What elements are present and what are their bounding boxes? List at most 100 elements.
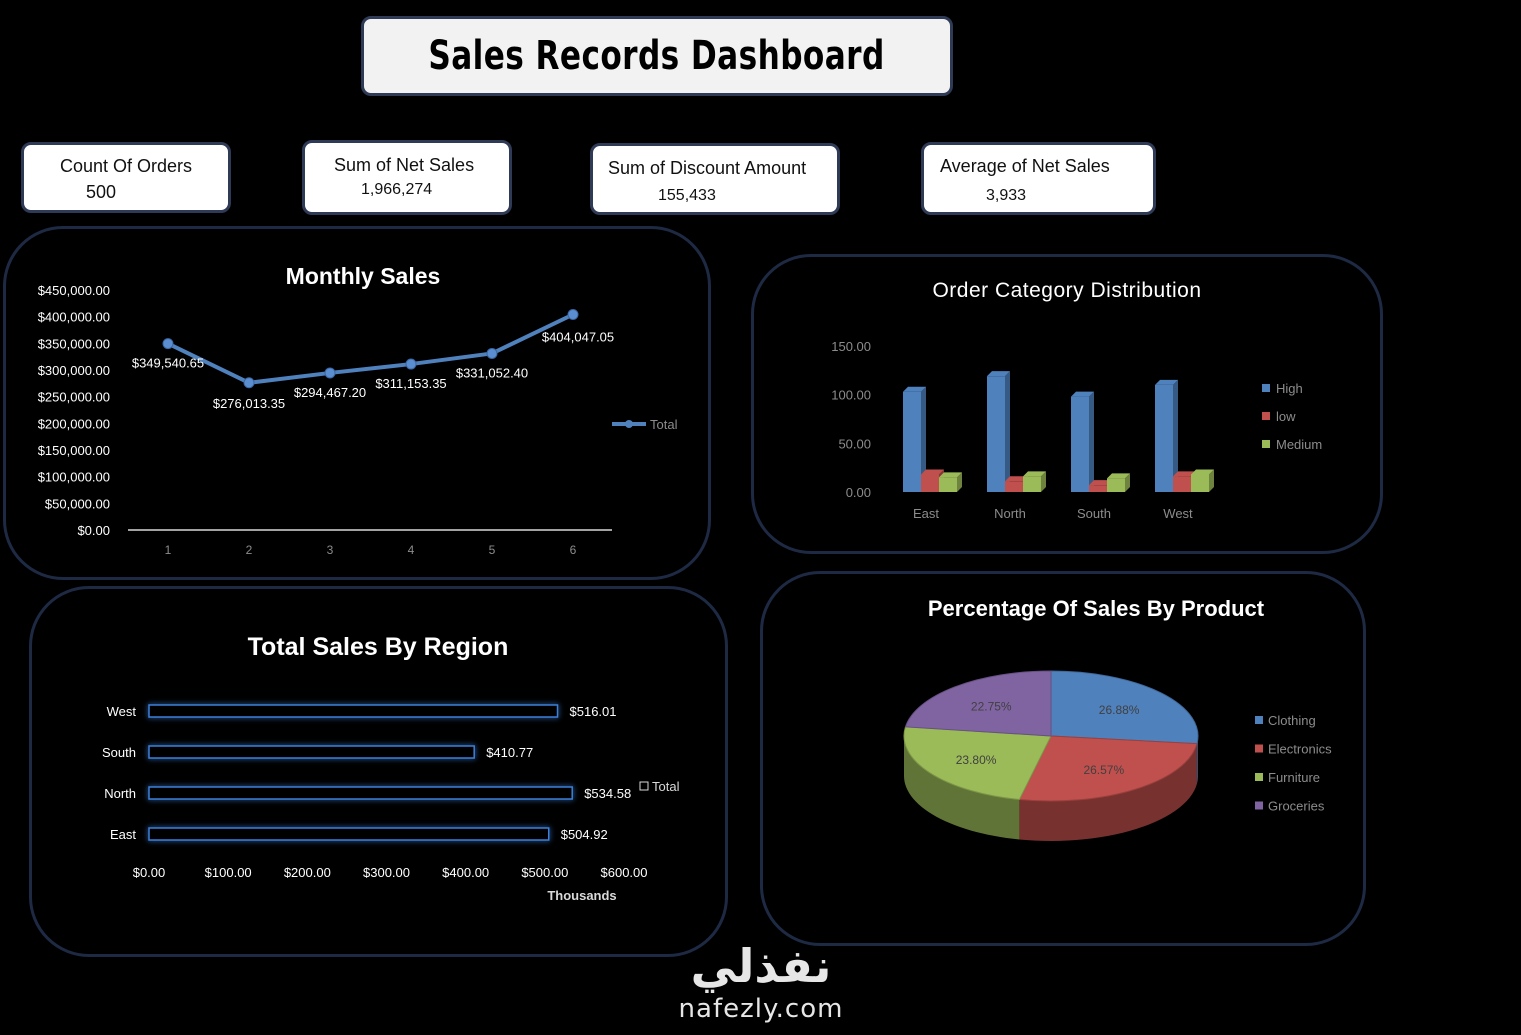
pie-data-label: 22.75% xyxy=(971,700,1012,714)
bar-top xyxy=(1191,469,1214,475)
y-tick-label: $100,000.00 xyxy=(38,470,110,485)
bar-top xyxy=(921,469,944,475)
dashboard-title: Sales Records Dashboard xyxy=(428,33,886,79)
data-label: $276,013.35 xyxy=(213,396,285,411)
watermark-latin-text: nafezly.com xyxy=(678,994,844,1024)
legend-label: Medium xyxy=(1276,437,1322,452)
bar-high-west xyxy=(1155,379,1178,492)
bar-front xyxy=(1023,476,1041,492)
x-tick-label: $400.00 xyxy=(442,865,489,880)
bar-medium-west xyxy=(1191,469,1214,492)
y-tick-label: $50,000.00 xyxy=(45,496,110,511)
y-tick-label: 50.00 xyxy=(838,436,871,451)
bar-front xyxy=(1173,476,1191,492)
x-tick-label: South xyxy=(1077,506,1111,521)
y-tick-label: $200,000.00 xyxy=(38,416,110,431)
pie-data-label: 23.80% xyxy=(956,753,997,767)
bar-front xyxy=(903,391,921,492)
x-tick-label: 2 xyxy=(246,543,253,557)
legend-label: Total xyxy=(650,417,678,432)
legend-swatch xyxy=(1255,744,1263,753)
kpi-label: Sum of Discount Amount xyxy=(608,158,807,178)
y-tick-label: $150,000.00 xyxy=(38,443,110,458)
product-sales-chart: Percentage Of Sales By Product 26.88% 26.… xyxy=(903,596,1332,841)
data-label: $516.01 xyxy=(570,704,617,719)
legend-label: Total xyxy=(652,779,680,794)
x-tick-label: East xyxy=(913,506,939,521)
kpi-label: Sum of Net Sales xyxy=(334,155,475,175)
chart-title: Monthly Sales xyxy=(286,263,441,289)
pie-slice-clothing xyxy=(1050,670,1199,745)
legend: Total xyxy=(639,779,680,794)
bar-side xyxy=(1209,469,1214,492)
bar-front xyxy=(1155,384,1173,492)
kpi-value: 155,433 xyxy=(658,187,716,204)
y-tick-label: $300,000.00 xyxy=(38,363,110,378)
bar-side xyxy=(1041,471,1046,492)
x-tick-label: $0.00 xyxy=(133,865,166,880)
y-tick-label: South xyxy=(102,745,136,760)
bar-side xyxy=(1173,379,1178,492)
legend-label: Furniture xyxy=(1268,770,1320,785)
watermark: نفذلي nafezly.com xyxy=(666,938,856,1033)
legend-swatch xyxy=(1255,773,1263,781)
data-point xyxy=(324,367,336,379)
y-tick-label: 100.00 xyxy=(831,388,871,403)
product-sales-panel: Percentage Of Sales By Product 26.88% 26.… xyxy=(760,571,1366,946)
data-label: $410.77 xyxy=(486,745,533,760)
kpi-value: 1,966,274 xyxy=(361,181,433,198)
pie-slice-groceries xyxy=(904,670,1052,737)
y-tick-label: $400,000.00 xyxy=(38,310,110,325)
data-label: $294,467.20 xyxy=(294,385,366,400)
x-tick-label: $200.00 xyxy=(284,865,331,880)
order-category-panel: Order Category Distribution 0.00 50.00 100… xyxy=(751,254,1383,554)
bar-south xyxy=(148,745,475,759)
x-tick-label: 3 xyxy=(327,543,334,557)
y-tick-label: 150.00 xyxy=(831,339,871,354)
data-label: $404,047.05 xyxy=(542,330,614,345)
bar-top xyxy=(1173,471,1196,477)
monthly-sales-chart: Monthly Sales $0.00 $50,000.00 $100,000.00… xyxy=(38,263,678,557)
bar-top xyxy=(1023,471,1046,477)
pie-side-clothing xyxy=(1196,736,1198,784)
kpi-card-sum-of-discount-amount: Sum of Discount Amount 155,433 xyxy=(590,143,840,215)
y-tick-label: North xyxy=(104,786,136,801)
order-category-chart: Order Category Distribution 0.00 50.00 100… xyxy=(831,279,1322,521)
y-tick-label: $250,000.00 xyxy=(38,390,110,405)
bar-front xyxy=(1107,478,1125,492)
y-tick-label: West xyxy=(107,704,137,719)
pie-data-label: 26.88% xyxy=(1099,703,1140,717)
data-point xyxy=(486,347,498,359)
x-tick-label: West xyxy=(1163,506,1193,521)
data-label: $311,153.35 xyxy=(375,376,446,391)
legend-swatch xyxy=(1255,801,1263,810)
dashboard-title-box: Sales Records Dashboard xyxy=(361,16,953,96)
chart-title: Total Sales By Region xyxy=(248,633,509,661)
legend-swatch xyxy=(1262,384,1270,392)
data-label: $349,540.65 xyxy=(132,356,204,371)
kpi-card-sum-of-net-sales: Sum of Net Sales 1,966,274 xyxy=(302,140,512,215)
bar-side xyxy=(1125,473,1130,492)
legend-label: Groceries xyxy=(1268,799,1325,814)
legend-label: High xyxy=(1276,381,1303,396)
data-label: $534.58 xyxy=(584,786,631,801)
bar-top xyxy=(987,371,1010,377)
y-tick-label: $0.00 xyxy=(77,523,110,538)
x-tick-label: 5 xyxy=(489,543,496,557)
pie-slice-electronics xyxy=(1018,735,1198,802)
legend-point-marker xyxy=(625,420,633,428)
pie-data-label: 26.57% xyxy=(1083,763,1124,777)
bar-high-south xyxy=(1071,391,1094,492)
kpi-value: 3,933 xyxy=(986,187,1027,204)
legend-swatch xyxy=(1262,440,1270,448)
kpi-value: 500 xyxy=(86,182,117,202)
bar-top xyxy=(1071,391,1094,397)
bar-side xyxy=(1005,371,1010,492)
pie-slice-furniture xyxy=(903,726,1052,801)
data-point xyxy=(162,338,174,350)
x-tick-label: $300.00 xyxy=(363,865,410,880)
bar-front xyxy=(939,477,957,492)
x-tick-label: North xyxy=(994,506,1026,521)
bar-top xyxy=(1089,480,1112,486)
x-tick-label: 6 xyxy=(570,543,577,557)
